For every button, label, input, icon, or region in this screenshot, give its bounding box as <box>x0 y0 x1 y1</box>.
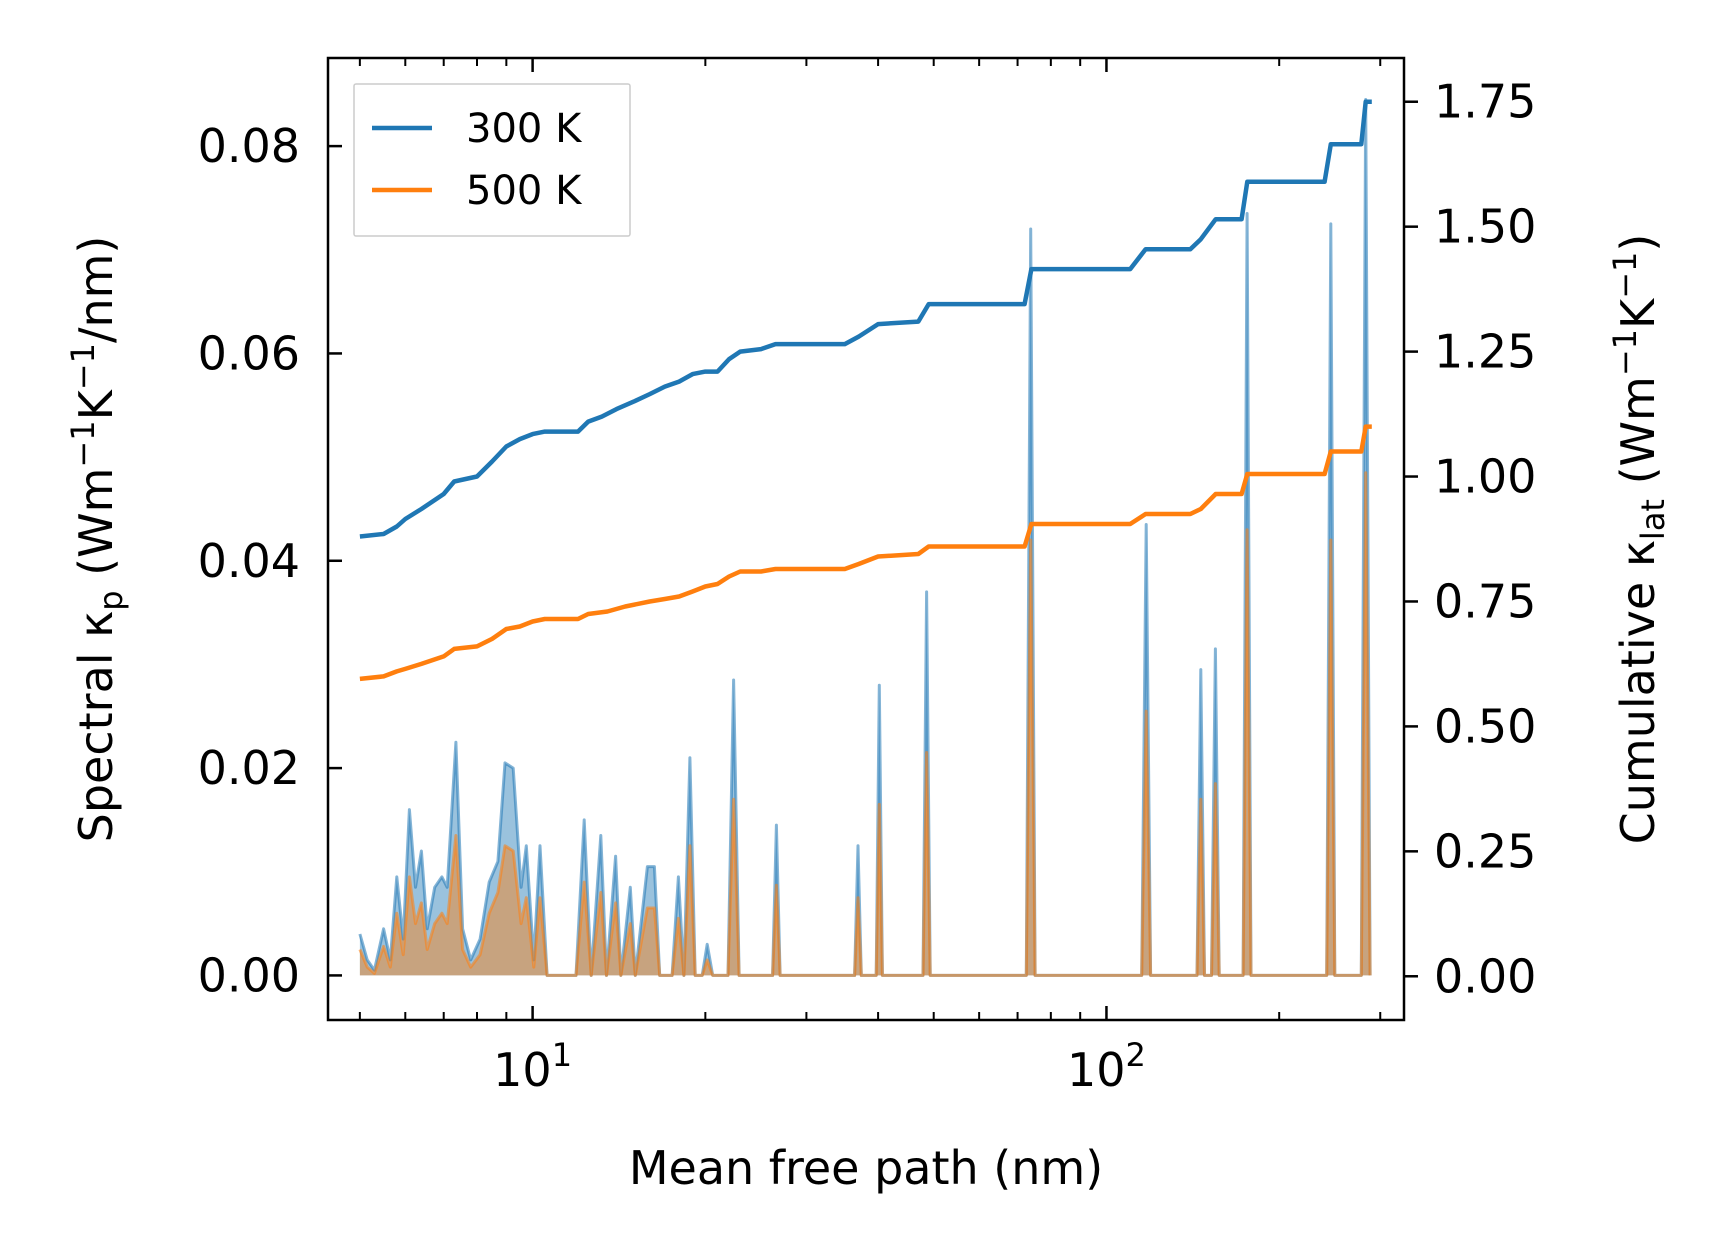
x-tick-label: 102 <box>1067 1036 1146 1097</box>
spectral-500k-line <box>358 471 1372 977</box>
y-right-tick-label: 1.00 <box>1434 450 1536 504</box>
cumulative-500k-line <box>359 424 1372 682</box>
line-layer <box>359 99 1372 682</box>
plot-frame <box>326 56 1406 1022</box>
y-left-tick-label: 0.08 <box>198 119 300 173</box>
legend-label-t300: 300 K <box>466 106 583 152</box>
y-left-tick-label: 0.00 <box>198 948 300 1002</box>
spectral-fill-layer <box>358 98 1372 977</box>
y-right-tick-label: 1.50 <box>1434 200 1536 254</box>
y-axis-right-label: Cumulative κlat (Wm−1K−1) <box>1606 234 1672 845</box>
tick-label-layer: 0.00 0.02 0.04 0.06 0.08 0.00 0.25 0.50 0.75 1.00… <box>198 75 1537 1097</box>
y-right-tick-label: 0.75 <box>1434 574 1536 628</box>
y-right-tick-label: 0.50 <box>1434 699 1536 753</box>
x-axis-label: Mean free path (nm) <box>629 1141 1103 1195</box>
legend-box <box>353 83 631 237</box>
y-right-tick-label: 0.25 <box>1434 824 1536 878</box>
y-left-tick-label: 0.02 <box>198 741 300 795</box>
legend: 300 K 500 K <box>353 83 631 237</box>
cumulative-300k-line <box>359 99 1372 539</box>
tick-layer <box>328 58 1418 1020</box>
x-tick-label: 101 <box>493 1036 572 1097</box>
y-right-tick-label: 0.00 <box>1434 949 1536 1003</box>
y-left-tick-label: 0.06 <box>198 326 300 380</box>
y-left-tick-label: 0.04 <box>198 534 300 588</box>
y-right-tick-label: 1.75 <box>1434 75 1536 129</box>
y-right-tick-label: 1.25 <box>1434 325 1536 379</box>
legend-label-t500: 500 K <box>466 168 583 214</box>
y-axis-left-label: Spectral κp (Wm−1K−1/nm) <box>64 236 130 843</box>
